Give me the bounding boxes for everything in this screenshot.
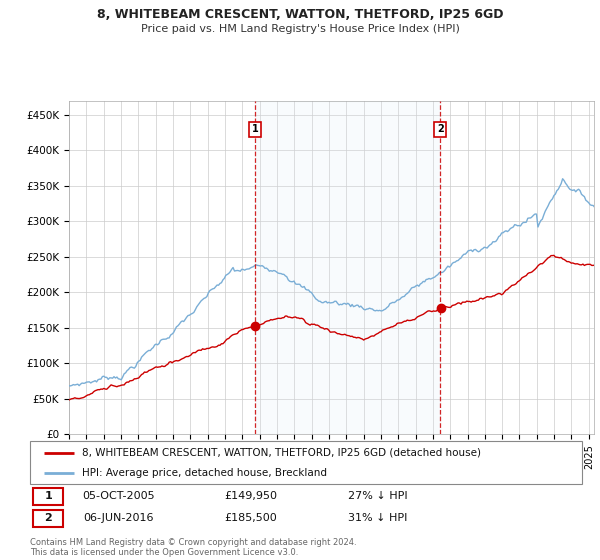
- Text: Price paid vs. HM Land Registry's House Price Index (HPI): Price paid vs. HM Land Registry's House …: [140, 24, 460, 34]
- Text: 2: 2: [437, 124, 443, 134]
- Text: Contains HM Land Registry data © Crown copyright and database right 2024.
This d: Contains HM Land Registry data © Crown c…: [30, 538, 356, 557]
- Text: 05-OCT-2005: 05-OCT-2005: [82, 492, 155, 501]
- Text: 8, WHITEBEAM CRESCENT, WATTON, THETFORD, IP25 6GD: 8, WHITEBEAM CRESCENT, WATTON, THETFORD,…: [97, 8, 503, 21]
- Text: 1: 1: [252, 124, 259, 134]
- Text: £185,500: £185,500: [224, 514, 277, 523]
- Text: 31% ↓ HPI: 31% ↓ HPI: [348, 514, 407, 523]
- Text: 2: 2: [44, 514, 52, 523]
- Text: £149,950: £149,950: [224, 492, 277, 501]
- Text: 1: 1: [44, 492, 52, 501]
- Text: HPI: Average price, detached house, Breckland: HPI: Average price, detached house, Brec…: [82, 468, 328, 478]
- Text: 27% ↓ HPI: 27% ↓ HPI: [348, 492, 407, 501]
- Bar: [33, 488, 63, 505]
- Bar: [255, 101, 440, 434]
- Bar: [33, 510, 63, 526]
- Text: 8, WHITEBEAM CRESCENT, WATTON, THETFORD, IP25 6GD (detached house): 8, WHITEBEAM CRESCENT, WATTON, THETFORD,…: [82, 447, 481, 458]
- Text: 06-JUN-2016: 06-JUN-2016: [83, 514, 154, 523]
